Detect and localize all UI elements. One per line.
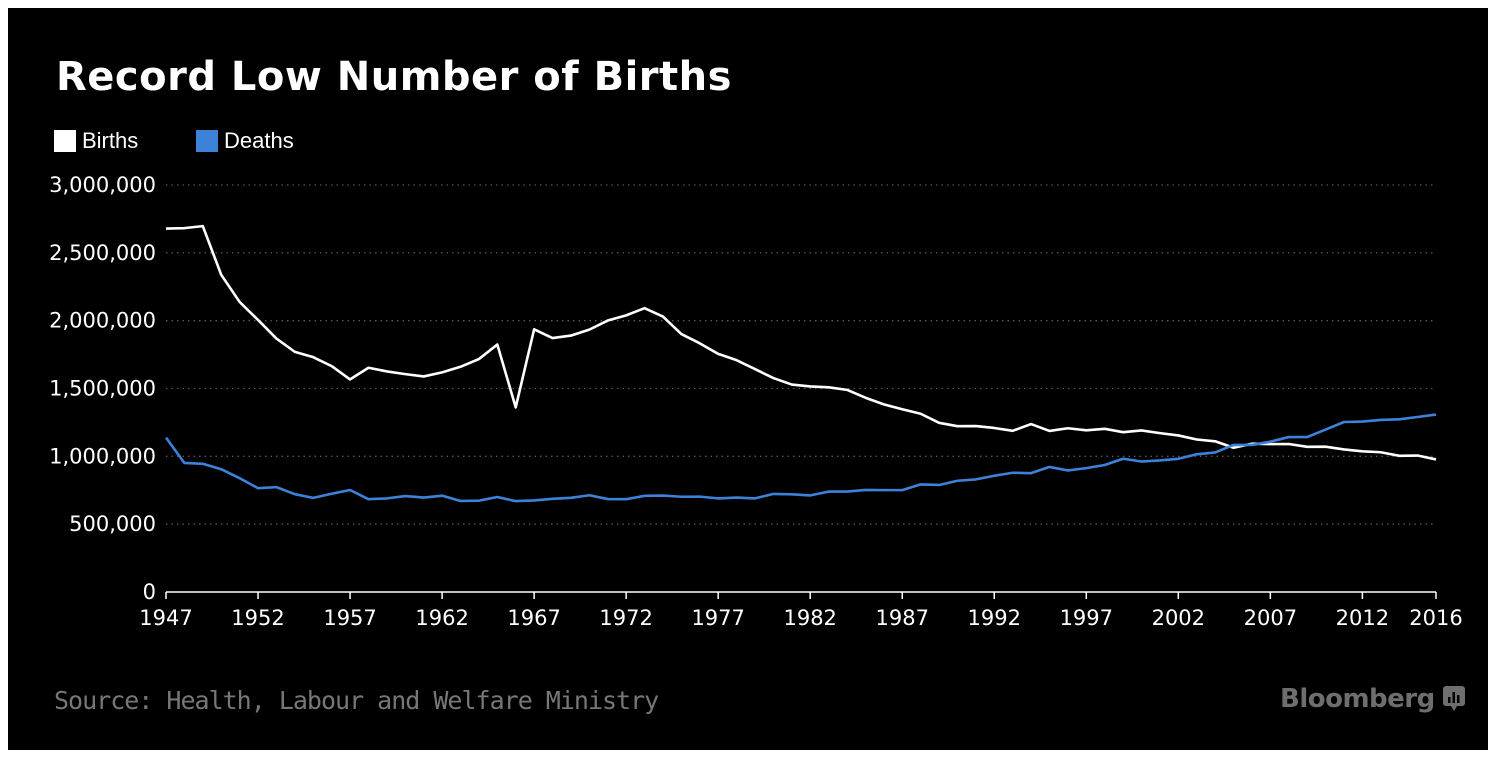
x-tick-label: 1962 (415, 606, 468, 630)
x-tick-label: 1982 (783, 606, 836, 630)
x-tick-label: 1977 (691, 606, 744, 630)
x-tick-label: 1952 (231, 606, 284, 630)
legend-label-deaths: Deaths (224, 128, 294, 153)
x-tick-label: 1972 (599, 606, 652, 630)
y-tick-label: 3,000,000 (49, 173, 156, 197)
x-tick-label: 1992 (968, 606, 1021, 630)
x-tick-label: 2002 (1152, 606, 1205, 630)
y-tick-label: 0 (143, 580, 156, 604)
y-tick-label: 1,500,000 (49, 377, 156, 401)
x-tick-label: 2007 (1244, 606, 1297, 630)
y-tick-label: 1,000,000 (49, 444, 156, 468)
legend-births: Births (54, 128, 138, 154)
x-tick-label: 1987 (876, 606, 929, 630)
source-note: Source: Health, Labour and Welfare Minis… (54, 686, 659, 715)
x-tick-label: 2016 (1409, 606, 1462, 630)
x-tick-label: 1997 (1060, 606, 1113, 630)
logo-text: Bloomberg (1280, 684, 1435, 714)
legend-label-births: Births (82, 128, 139, 153)
series-line-deaths (164, 413, 1437, 503)
legend-deaths: Deaths (196, 128, 294, 154)
legend-swatch-births (54, 130, 76, 152)
chart-title: Record Low Number of Births (56, 54, 732, 100)
bloomberg-logo: Bloomberg (1280, 684, 1465, 714)
x-tick-label: 1957 (323, 606, 376, 630)
y-tick-label: 2,000,000 (49, 309, 156, 333)
series-line-births (165, 224, 1437, 461)
bloomberg-chart-icon (1442, 686, 1465, 711)
x-tick-label: 1967 (507, 606, 560, 630)
x-tick-label: 1947 (139, 606, 192, 630)
y-tick-label: 2,500,000 (49, 241, 156, 265)
chart-panel: Record Low Number of Births Births Death… (8, 8, 1488, 750)
y-tick-label: 500,000 (69, 512, 156, 536)
legend-swatch-deaths (196, 130, 218, 152)
x-tick-label: 2012 (1336, 606, 1389, 630)
